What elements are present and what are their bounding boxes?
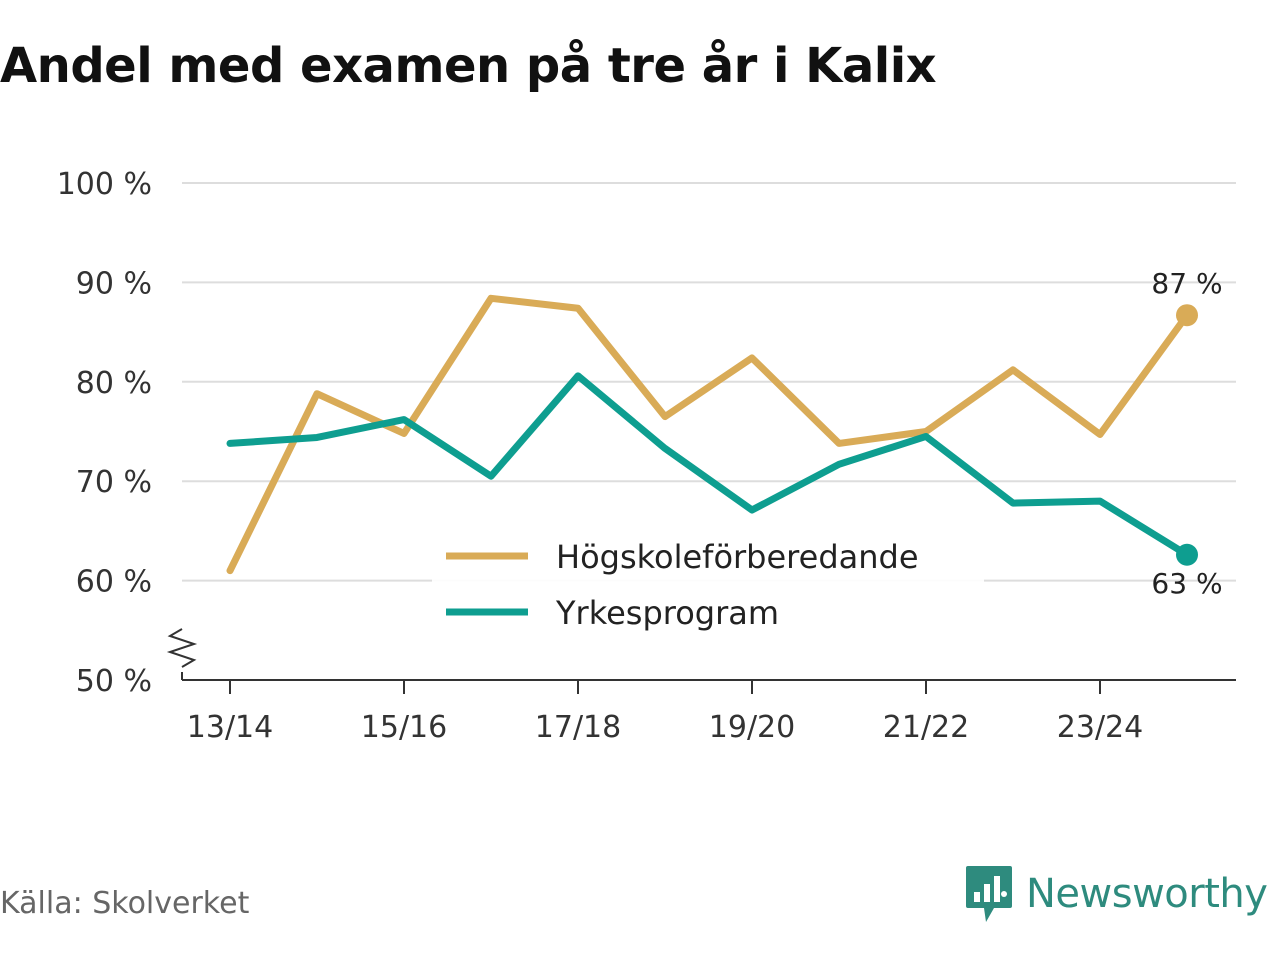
x-tick-label: 13/14 [187, 710, 273, 745]
legend-label-1: Högskoleförberedande [556, 538, 919, 576]
x-tick-label: 17/18 [535, 710, 621, 745]
y-tick-label: 100 % [57, 167, 152, 202]
x-tick-label: 21/22 [883, 710, 969, 745]
x-tick-label: 23/24 [1057, 710, 1143, 745]
page-title: Andel med examen på tre år i Kalix [0, 38, 937, 94]
brand-name: Newsworthy [1026, 871, 1268, 917]
y-axis-tick-labels: 50 % 60 % 70 % 80 % 90 % 100 % [57, 167, 152, 699]
end-labels: 87 % 63 % [1151, 267, 1222, 600]
brand-logo: Newsworthy [964, 864, 1268, 924]
source-note: Källa: Skolverket [0, 886, 250, 921]
x-tick-label: 15/16 [361, 710, 447, 745]
x-axis [166, 628, 1236, 681]
series-line-1 [226, 294, 1191, 575]
line-chart: 50 % 60 % 70 % 80 % 90 % 100 % 13/14 15/16 17/1… [57, 167, 1236, 745]
legend-label-2: Yrkesprogram [555, 594, 779, 632]
x-axis-tick-labels: 13/14 15/16 17/18 19/20 21/22 23/24 [187, 680, 1143, 745]
y-tick-label: 70 % [76, 465, 152, 500]
y-tick-label: 60 % [76, 565, 152, 600]
end-label-2: 63 % [1151, 567, 1222, 600]
series-line-2 [226, 372, 1191, 559]
end-point-2 [1176, 543, 1198, 566]
y-axis-break-mark [166, 628, 198, 668]
series-lines [226, 294, 1198, 575]
legend-background [432, 532, 984, 642]
end-label-1: 87 % [1151, 267, 1222, 300]
legend: Högskoleförberedande Yrkesprogram [432, 532, 984, 642]
gridlines [182, 182, 1236, 582]
y-tick-label: 50 % [76, 664, 152, 699]
x-tick-label: 19/20 [709, 710, 795, 745]
y-tick-label: 90 % [76, 266, 152, 301]
y-tick-label: 80 % [76, 366, 152, 401]
newsworthy-logo-icon [966, 866, 1012, 922]
end-point-1 [1176, 304, 1198, 327]
